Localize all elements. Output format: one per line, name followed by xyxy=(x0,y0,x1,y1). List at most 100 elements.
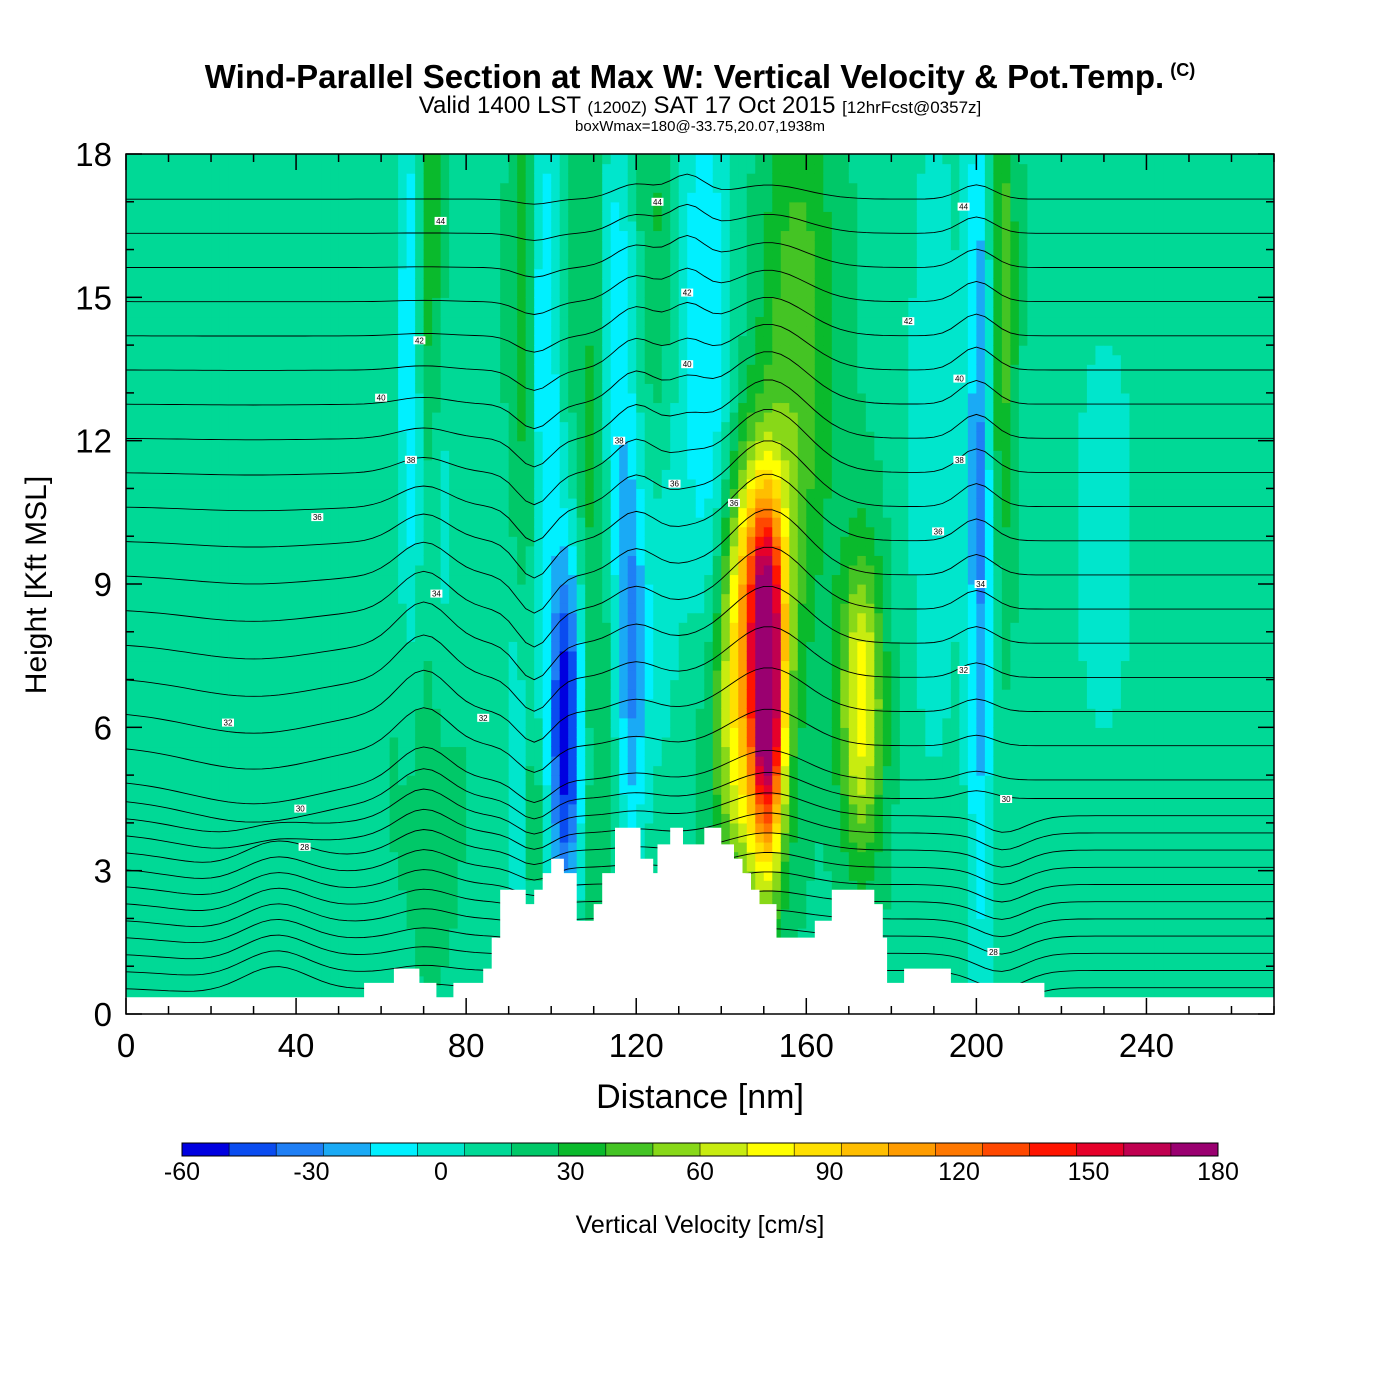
field-cell xyxy=(355,392,365,404)
field-cell xyxy=(304,316,314,327)
field-cell xyxy=(449,555,459,566)
field-cell xyxy=(559,383,569,394)
field-cell xyxy=(160,268,170,279)
field-cell xyxy=(245,240,255,251)
field-cell xyxy=(253,708,263,719)
field-cell xyxy=(372,727,382,738)
field-cell xyxy=(296,383,306,394)
field-cell xyxy=(330,498,340,509)
field-cell xyxy=(245,192,255,203)
field-cell xyxy=(347,154,357,165)
field-cell xyxy=(245,526,255,537)
field-cell xyxy=(347,947,357,958)
field-cell xyxy=(134,450,144,461)
field-cell xyxy=(279,392,289,404)
field-cell xyxy=(126,230,136,241)
field-cell xyxy=(253,736,263,748)
field-cell xyxy=(440,154,450,155)
field-cell xyxy=(542,517,552,528)
field-cell xyxy=(551,326,561,337)
field-cell xyxy=(194,832,204,843)
field-cell xyxy=(372,928,382,939)
field-cell xyxy=(483,851,493,862)
field-cell xyxy=(236,689,246,700)
field-cell xyxy=(279,756,289,767)
field-cell xyxy=(415,545,425,556)
field-cell xyxy=(457,249,467,260)
field-cell xyxy=(194,192,204,203)
field-cell xyxy=(398,526,408,537)
field-cell xyxy=(219,154,229,165)
field-cell xyxy=(194,335,204,346)
field-cell xyxy=(457,717,467,728)
field-cell xyxy=(432,708,442,719)
field-cell xyxy=(219,775,229,786)
field-cell xyxy=(372,306,382,318)
field-cell xyxy=(457,392,467,404)
field-cell xyxy=(347,249,357,260)
field-cell xyxy=(542,717,552,728)
field-cell xyxy=(372,641,382,652)
field-cell xyxy=(202,545,212,556)
field-cell xyxy=(304,555,314,566)
field-cell xyxy=(364,803,374,814)
field-cell xyxy=(423,622,433,633)
field-cell xyxy=(202,459,212,470)
field-cell xyxy=(406,383,416,394)
field-cell xyxy=(568,603,578,614)
field-cell xyxy=(517,173,527,184)
field-cell xyxy=(347,421,357,432)
field-cell xyxy=(449,756,459,767)
field-cell xyxy=(491,211,501,222)
field-cell xyxy=(517,220,527,232)
field-cell xyxy=(440,746,450,757)
field-cell xyxy=(389,469,399,480)
field-cell xyxy=(389,421,399,432)
field-cell xyxy=(542,564,552,576)
field-cell xyxy=(279,545,289,556)
field-cell xyxy=(508,278,518,289)
field-cell xyxy=(491,822,501,834)
field-cell xyxy=(313,880,323,891)
field-cell xyxy=(296,507,306,518)
field-cell xyxy=(440,842,450,853)
field-cell xyxy=(202,383,212,394)
field-cell xyxy=(194,956,204,967)
field-cell xyxy=(534,211,544,222)
field-cell xyxy=(296,928,306,939)
field-cell xyxy=(440,182,450,193)
field-cell xyxy=(381,431,391,442)
field-cell xyxy=(134,402,144,413)
field-cell xyxy=(160,555,170,566)
field-cell xyxy=(517,211,527,222)
field-cell xyxy=(355,727,365,738)
field-cell xyxy=(457,631,467,642)
field-cell xyxy=(245,679,255,690)
field-cell xyxy=(491,842,501,853)
field-cell xyxy=(236,163,246,174)
field-cell xyxy=(262,268,272,279)
field-cell xyxy=(440,564,450,576)
field-cell xyxy=(296,373,306,384)
field-cell xyxy=(245,345,255,356)
field-cell xyxy=(287,536,297,547)
field-cell xyxy=(381,201,391,212)
field-cell xyxy=(372,612,382,623)
field-cell xyxy=(296,593,306,604)
field-cell xyxy=(474,431,484,442)
field-cell xyxy=(406,335,416,346)
field-cell xyxy=(415,851,425,862)
field-cell xyxy=(262,679,272,690)
field-cell xyxy=(126,211,136,222)
field-cell xyxy=(457,861,467,872)
field-cell xyxy=(151,670,161,681)
field-cell xyxy=(160,603,170,614)
field-cell xyxy=(338,631,348,642)
field-cell xyxy=(491,335,501,346)
field-cell xyxy=(576,488,586,499)
field-cell xyxy=(185,698,195,709)
field-cell xyxy=(134,498,144,509)
field-cell xyxy=(236,297,246,308)
field-cell xyxy=(491,641,501,652)
field-cell xyxy=(151,526,161,537)
